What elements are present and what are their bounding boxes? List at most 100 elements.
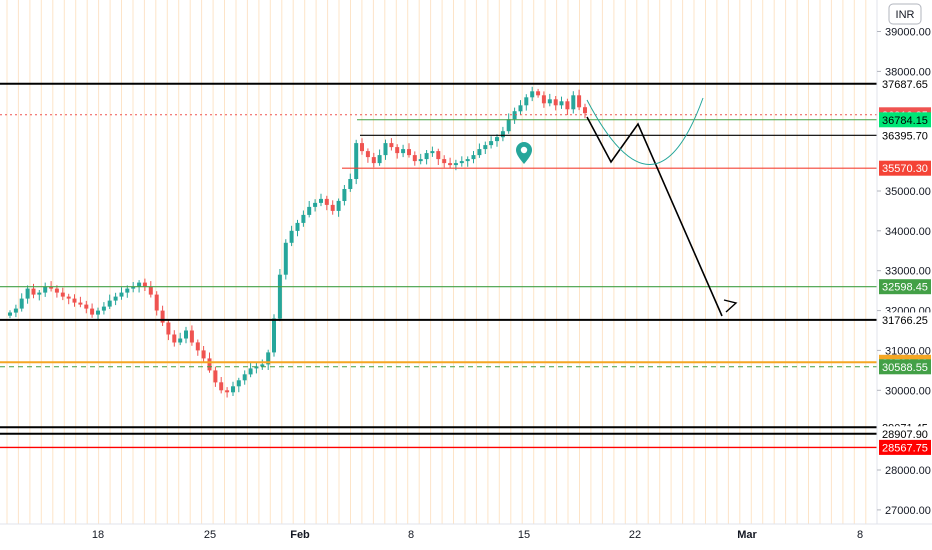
candle-body xyxy=(96,310,100,315)
candle xyxy=(248,362,253,378)
price-tag-box xyxy=(879,160,931,176)
candle xyxy=(512,107,517,124)
projection-zigzag-path[interactable] xyxy=(586,116,723,317)
price-level-tag: 28907.90 xyxy=(879,426,931,442)
price-tick-label: 39000.00 xyxy=(885,27,931,39)
candle-body xyxy=(500,131,505,138)
candle xyxy=(436,148,441,165)
rounding-bottom-curve[interactable] xyxy=(586,97,704,165)
candle xyxy=(430,146,435,157)
candle xyxy=(577,89,582,111)
candle-body xyxy=(172,334,177,343)
currency-badge[interactable]: INR xyxy=(888,3,922,25)
candle xyxy=(565,98,570,115)
candle xyxy=(377,149,382,166)
candle xyxy=(571,91,576,114)
time-axis[interactable]: 18 25 Feb 8 15 22 Mar 8 xyxy=(0,523,932,541)
candle xyxy=(424,150,429,165)
price-level-tag: 32598.45 xyxy=(879,279,931,295)
candle-body xyxy=(465,159,470,162)
candle-body xyxy=(418,159,423,162)
candle-body xyxy=(78,302,83,305)
price-tag-label: 31766.25 xyxy=(882,315,928,327)
candle xyxy=(213,366,218,387)
candle xyxy=(195,339,200,356)
candle xyxy=(301,210,306,227)
candle xyxy=(166,319,171,341)
candle-body xyxy=(412,155,417,162)
candle-body xyxy=(377,155,382,164)
candle xyxy=(43,282,48,297)
candle-body xyxy=(260,364,265,367)
location-pin-icon[interactable] xyxy=(516,142,532,164)
candle xyxy=(178,332,183,346)
price-tick-label: 35000.00 xyxy=(885,186,931,198)
vertical-gridlines xyxy=(6,0,867,524)
candle xyxy=(483,141,488,154)
candle-body xyxy=(430,151,435,154)
candle xyxy=(25,285,30,304)
candle-body xyxy=(236,380,241,387)
candle xyxy=(412,151,417,166)
chart-drawings[interactable] xyxy=(516,97,738,317)
candle-body xyxy=(72,298,77,303)
candle xyxy=(13,304,18,318)
candle xyxy=(583,103,587,119)
candle xyxy=(66,293,71,305)
candle-body xyxy=(148,286,153,295)
candle-body xyxy=(453,163,458,166)
candle xyxy=(448,157,453,168)
candle-body xyxy=(401,149,406,154)
candle xyxy=(407,143,411,158)
price-tag-label: 36395.70 xyxy=(882,130,928,142)
candle-body xyxy=(471,155,476,160)
candle-body xyxy=(547,99,552,104)
candle-body xyxy=(319,198,323,203)
candle-body xyxy=(107,300,112,307)
price-tag-label: 30588.55 xyxy=(882,362,928,374)
candle-body xyxy=(266,352,271,365)
candle xyxy=(225,387,230,398)
candle xyxy=(489,136,494,149)
candle xyxy=(283,239,288,280)
currency-label: INR xyxy=(896,9,915,21)
candle xyxy=(289,225,294,247)
candle-body xyxy=(101,306,106,311)
price-tag-label: 36784.15 xyxy=(882,115,928,127)
time-tick-label: Mar xyxy=(737,529,757,541)
candle xyxy=(201,346,206,363)
candle-body xyxy=(184,330,188,339)
candle xyxy=(348,173,353,192)
price-tick-label: 30000.00 xyxy=(885,385,931,397)
candle xyxy=(530,86,535,102)
price-tag-box xyxy=(879,426,931,442)
projection-arrowhead xyxy=(723,299,738,313)
candle-body xyxy=(459,161,464,164)
candle-body xyxy=(442,159,447,164)
horizontal-price-levels[interactable] xyxy=(0,82,877,449)
candle-body xyxy=(301,214,306,223)
candle-body xyxy=(289,230,294,243)
candle xyxy=(266,349,271,370)
price-tag-box xyxy=(879,359,931,375)
candle-body xyxy=(207,358,212,371)
candle xyxy=(31,283,36,299)
candle xyxy=(559,96,564,109)
candle-body xyxy=(113,296,118,301)
candle xyxy=(471,151,476,164)
candle-body xyxy=(307,206,312,215)
candle xyxy=(442,155,447,168)
candle-body xyxy=(348,179,353,189)
candle-body xyxy=(295,222,300,231)
price-tag-label: 35570.30 xyxy=(882,163,928,175)
candle-body xyxy=(13,308,18,313)
candle xyxy=(459,156,464,167)
candle xyxy=(342,185,347,206)
candle xyxy=(383,139,388,160)
candle-body xyxy=(536,91,541,96)
price-tag-box xyxy=(879,439,931,455)
price-level-tag: 31766.25 xyxy=(879,312,931,328)
time-tick-label: 8 xyxy=(408,529,414,541)
